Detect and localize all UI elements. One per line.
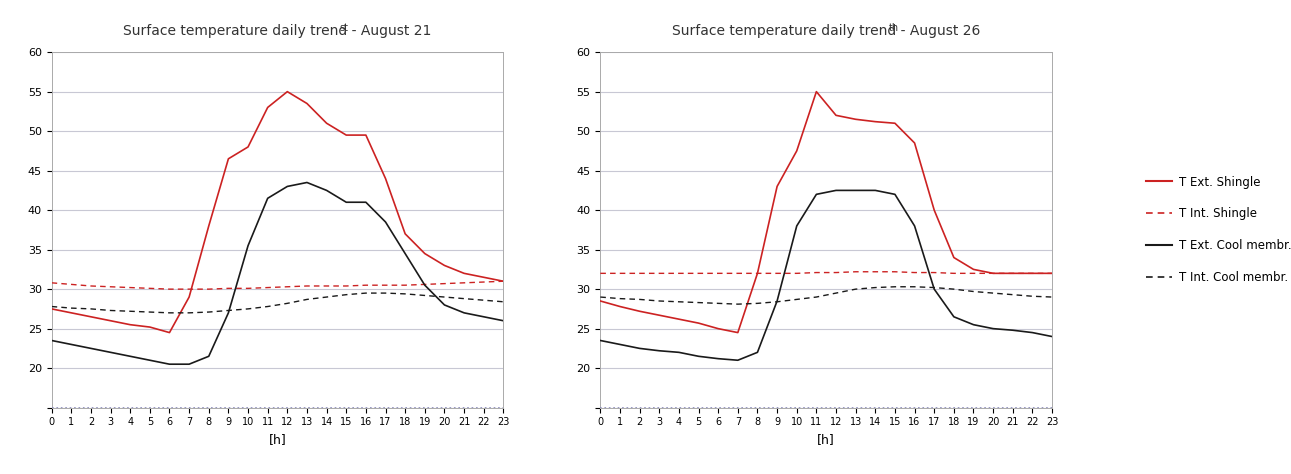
- Legend: T Ext. Shingle, T Int. Shingle, T Ext. Cool membr., T Int. Cool membr.: T Ext. Shingle, T Int. Shingle, T Ext. C…: [1141, 171, 1291, 289]
- X-axis label: [h]: [h]: [817, 433, 835, 446]
- Text: Surface temperature daily trend - August 21: Surface temperature daily trend - August…: [124, 24, 431, 38]
- X-axis label: [h]: [h]: [269, 433, 287, 446]
- Text: th: th: [888, 23, 899, 33]
- Text: Surface temperature daily trend - August 26: Surface temperature daily trend - August…: [673, 24, 980, 38]
- Text: st: st: [340, 23, 349, 33]
